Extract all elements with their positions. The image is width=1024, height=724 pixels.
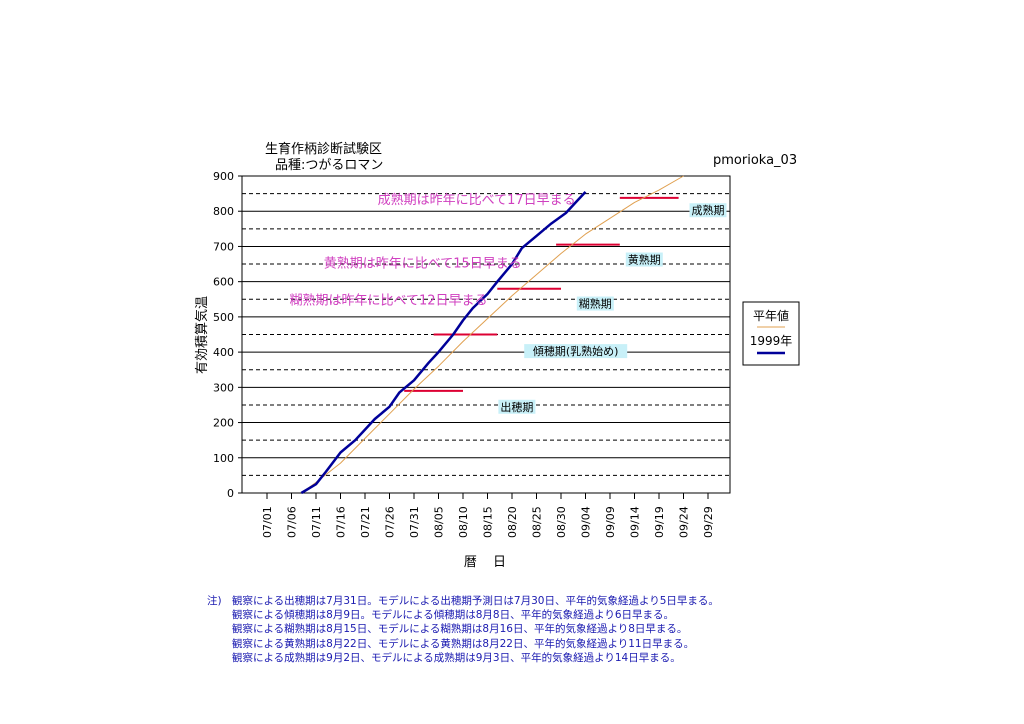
legend-box [742, 301, 800, 366]
stage-label-bg [689, 203, 727, 218]
stage-label: 傾穂期(乳熟始め) [533, 344, 619, 358]
axes: 0 100 200 300 400 500 600 700 800 900 07/01 07/06 07… [213, 170, 715, 538]
x-tick-label: 07/01 [261, 506, 274, 538]
x-tick-label: 07/11 [310, 506, 323, 538]
stage-label-bg [625, 252, 663, 267]
x-tick-label: 08/05 [433, 506, 446, 538]
stage-label-bg [576, 296, 614, 311]
gridlines [242, 193, 730, 476]
y-tick-label: 600 [213, 276, 234, 289]
y-axis-label: 有効積算気温 [194, 296, 210, 374]
annotation-text: 成熟期は昨年に比べて17日早まる [378, 192, 576, 208]
stage-label: 出穂期 [500, 400, 533, 414]
note-text: 観察による傾穂期は8月9日。モデルによる傾穂期は8月8日、平年的気象経過より6日… [232, 609, 675, 622]
series-line-normal [301, 175, 684, 494]
x-tick-label: 09/19 [653, 506, 666, 538]
x-tick-label: 08/10 [457, 506, 470, 538]
x-axis-label: 暦 日 [464, 555, 512, 570]
y-tick-label: 200 [213, 417, 234, 430]
y-tick-label: 400 [213, 346, 234, 359]
y-tick-label: 800 [213, 205, 234, 218]
note-line: 観察による黄熟期は8月22日、モデルによる黄熟期は8月22日、平年的気象経過より… [207, 637, 1007, 651]
stage-label: 成熟期 [692, 203, 725, 217]
x-tick-label: 07/21 [359, 506, 372, 538]
legend-label-1999: 1999年 [750, 334, 793, 348]
x-tick-label: 07/26 [384, 506, 397, 538]
y-tick-label: 0 [227, 487, 234, 500]
y-tick-label: 700 [213, 240, 234, 253]
x-tick-label: 09/04 [580, 506, 593, 538]
y-tick-label: 500 [213, 311, 234, 324]
x-tick-label: 07/16 [335, 506, 348, 538]
y-tick-label: 100 [213, 452, 234, 465]
note-text: 観察による黄熟期は8月22日、モデルによる黄熟期は8月22日、平年的気象経過より… [232, 637, 695, 650]
x-tick-label: 09/29 [702, 506, 715, 538]
note-text: 観察による出穂期は7月31日。モデルによる出穂期予測日は7月30日、平年的気象経… [232, 595, 719, 607]
note-line: 観察による傾穂期は8月9日。モデルによる傾穂期は8月8日、平年的気象経過より6日… [207, 608, 1007, 622]
note-text: 観察による糊熟期は8月15日、モデルによる糊熟期は8月16日、平年的気象経過より… [232, 623, 688, 636]
x-tick-label: 07/06 [286, 506, 299, 538]
legend-label-normal: 平年値 [753, 308, 789, 323]
x-tick-label: 08/20 [506, 506, 519, 538]
x-tick-label: 08/15 [482, 506, 495, 538]
stage-label: 黄熟期 [628, 253, 661, 267]
stage-lines: 出穂期 傾穂期(乳熟始め) 糊熟期 黄熟期 成熟期 [404, 196, 727, 414]
x-tick-label: 08/25 [531, 506, 544, 538]
note-line: 注) 観察による出穂期は7月31日。モデルによる出穂期予測日は7月30日、平年的気… [207, 594, 1007, 608]
series-line-1999 [300, 191, 587, 495]
notes-prefix: 注) [207, 595, 222, 607]
notes-block: 注) 観察による出穂期は7月31日。モデルによる出穂期予測日は7月30日、平年的気… [207, 594, 1007, 665]
annotation-text: 黄熟期は昨年に比べて15日早まる [324, 256, 522, 272]
legend: 平年値 1999年 [742, 301, 800, 366]
y-tick-label: 900 [213, 170, 234, 183]
x-tick-label: 09/24 [678, 506, 691, 538]
x-tick-label: 09/09 [604, 506, 617, 538]
corner-label: pmorioka_03 [713, 153, 797, 168]
chart-title-line-1: 生育作柄診断試験区 [265, 141, 382, 157]
note-text: 観察による成熟期は9月2日、モデルによる成熟期は9月3日、平年的気象経過より14… [232, 651, 681, 664]
note-line: 観察による糊熟期は8月15日、モデルによる糊熟期は8月16日、平年的気象経過より… [207, 622, 1007, 636]
stage-label-bg [524, 344, 628, 359]
series-lines [300, 175, 684, 495]
note-line: 観察による成熟期は9月2日、モデルによる成熟期は9月3日、平年的気象経過より14… [207, 651, 1007, 665]
chart-svg: 0 100 200 300 400 500 600 700 800 900 07/01 07/06 07… [194, 141, 800, 570]
stage-label: 糊熟期 [579, 297, 612, 311]
chart-title-line-2: 品種:つがるロマン [275, 157, 383, 173]
x-tick-label: 08/30 [555, 506, 568, 538]
stage-label-bg [498, 399, 536, 414]
x-tick-label: 09/14 [629, 506, 642, 538]
annotations: 成熟期は昨年に比べて17日早まる黄熟期は昨年に比べて15日早まる糊熟期は昨年に比… [289, 192, 575, 308]
x-tick-label: 07/31 [408, 506, 421, 538]
y-tick-label: 300 [213, 381, 234, 394]
annotation-text: 糊熟期は昨年に比べて12日早まる [289, 293, 487, 309]
